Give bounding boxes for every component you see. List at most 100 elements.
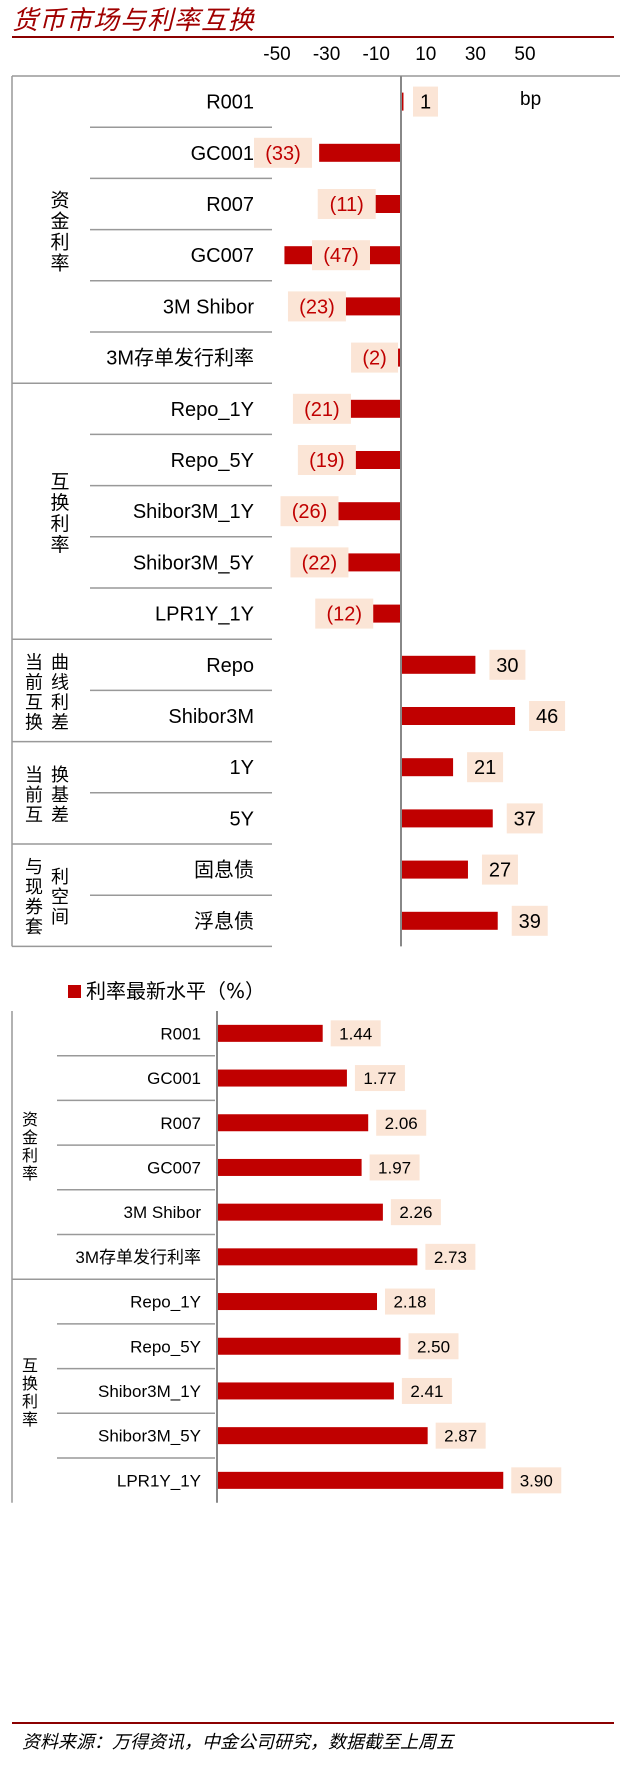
source-divider xyxy=(12,1722,614,1724)
unit-label: bp xyxy=(520,89,541,110)
value-label-bg xyxy=(280,496,339,527)
category-label: 浮息债 xyxy=(194,910,254,933)
value-label: (23) xyxy=(299,296,335,318)
category-label: Shibor3M_5Y xyxy=(133,552,254,574)
value-label-bg xyxy=(467,752,504,783)
bar xyxy=(217,1114,369,1132)
category-label: Shibor3M_1Y xyxy=(133,501,254,523)
group-label: 当前互换 xyxy=(25,652,43,733)
bar xyxy=(217,1024,323,1042)
group-label: 资金利率 xyxy=(22,1110,38,1183)
value-label: 37 xyxy=(514,808,536,830)
value-label: 2.18 xyxy=(393,1293,426,1312)
source-note: 资料来源：万得资讯，中金公司研究，数据截至上周五 xyxy=(22,1732,454,1753)
value-label: 1.44 xyxy=(339,1024,372,1043)
category-label: Repo_5Y xyxy=(171,450,254,472)
group-label: 与现券套 xyxy=(25,857,43,938)
title-divider xyxy=(12,36,614,38)
value-label: 1.77 xyxy=(363,1069,396,1088)
value-label: 2.73 xyxy=(434,1248,467,1267)
bar xyxy=(217,1471,504,1489)
legend-label: 利率最新水平（%） xyxy=(86,979,265,1003)
bar xyxy=(348,399,401,418)
category-label: 3M存单发行利率 xyxy=(75,1248,201,1267)
value-label: (47) xyxy=(323,245,359,267)
category-label: 3M存单发行利率 xyxy=(106,347,254,370)
category-label: Repo_1Y xyxy=(171,399,254,421)
category-label: Shibor3M_5Y xyxy=(98,1427,201,1446)
legend-swatch xyxy=(68,985,81,998)
bar xyxy=(396,348,401,367)
value-label: (33) xyxy=(265,143,301,165)
bar xyxy=(371,604,401,623)
category-label: GC007 xyxy=(147,1158,201,1177)
group-label: 曲线利差 xyxy=(51,652,69,733)
value-label: (11) xyxy=(330,194,364,216)
bar xyxy=(401,809,493,828)
category-label: LPR1Y_1Y xyxy=(117,1471,201,1490)
bar xyxy=(346,553,401,572)
value-label: (21) xyxy=(304,399,340,421)
value-label-bg xyxy=(408,1333,459,1360)
category-label: R007 xyxy=(160,1114,201,1133)
value-label-bg xyxy=(376,1109,427,1136)
group-label: 互换利率 xyxy=(50,471,69,556)
value-label-bg xyxy=(354,1065,405,1092)
group-label: 换基差 xyxy=(51,765,69,826)
category-label: GC001 xyxy=(147,1069,201,1088)
page-title: 货币市场与利率互换 xyxy=(12,6,256,36)
category-label: Repo_5Y xyxy=(130,1337,201,1356)
bar xyxy=(353,451,401,469)
value-label-bg xyxy=(390,1199,441,1226)
rate-level-chart: 利率最新水平（%） R001 1.44 GC001 1.77 R007 2.06 GC007 1… xyxy=(11,979,562,1503)
category-label: 3M Shibor xyxy=(124,1203,202,1222)
value-label-bg xyxy=(292,393,351,424)
value-label: 1.97 xyxy=(378,1158,411,1177)
value-label-bg xyxy=(506,803,543,834)
bar xyxy=(401,911,498,930)
bar xyxy=(217,1248,418,1266)
value-label-bg xyxy=(297,445,356,475)
bar xyxy=(217,1427,428,1445)
value-label: 30 xyxy=(496,655,518,677)
value-label: 2.06 xyxy=(385,1114,418,1133)
value-label: 3.90 xyxy=(520,1471,553,1490)
value-label: (2) xyxy=(362,348,386,370)
value-label-bg xyxy=(425,1243,476,1270)
bar xyxy=(343,297,401,316)
bar xyxy=(319,143,401,162)
category-label: 1Y xyxy=(230,757,254,779)
category-label: 固息债 xyxy=(194,859,254,882)
value-label-bg xyxy=(401,1377,452,1404)
category-label: Repo_1Y xyxy=(130,1293,201,1312)
value-label: (26) xyxy=(292,501,328,523)
x-tick-label: 10 xyxy=(415,44,436,65)
category-label: R007 xyxy=(206,194,254,216)
group-label: 资金利率 xyxy=(50,190,69,275)
x-tick-label: -50 xyxy=(263,44,290,65)
value-label: 46 xyxy=(536,706,558,728)
value-label-bg xyxy=(315,598,374,629)
bar xyxy=(401,707,516,725)
bar xyxy=(401,860,468,879)
x-tick-label: -30 xyxy=(313,44,340,65)
bar xyxy=(217,1069,347,1087)
value-label-bg xyxy=(312,240,370,271)
category-label: R001 xyxy=(206,92,254,114)
value-label-bg xyxy=(489,649,526,680)
bar xyxy=(217,1293,378,1311)
value-label-bg xyxy=(290,547,349,578)
value-label-bg xyxy=(369,1154,420,1181)
value-label-bg xyxy=(287,291,346,322)
value-label: 39 xyxy=(519,911,541,933)
bar xyxy=(217,1158,362,1176)
value-label: 2.87 xyxy=(444,1427,477,1446)
x-tick-label: 30 xyxy=(465,44,486,65)
bar xyxy=(217,1382,394,1400)
value-label-bg xyxy=(330,1020,381,1047)
category-label: Shibor3M xyxy=(168,706,254,728)
bar xyxy=(401,655,476,674)
category-label: 3M Shibor xyxy=(163,296,254,318)
value-label: (19) xyxy=(309,450,345,472)
value-label: 21 xyxy=(474,757,496,779)
